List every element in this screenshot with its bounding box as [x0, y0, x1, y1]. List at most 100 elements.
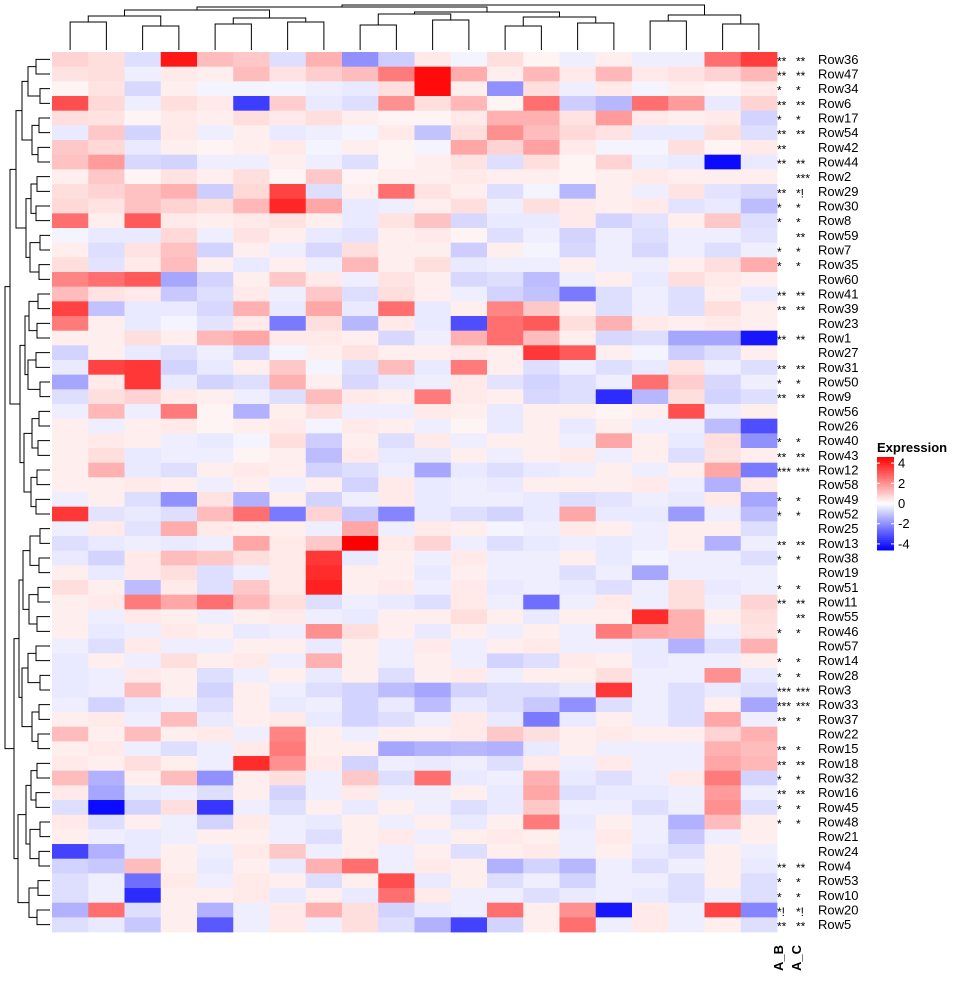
colorbar-segment — [877, 513, 894, 517]
heatmap-cell — [52, 66, 89, 82]
heatmap-cell — [88, 594, 125, 610]
heatmap-cell — [233, 360, 270, 376]
heatmap-cell — [523, 198, 560, 214]
heatmap-cell — [523, 521, 560, 537]
annotation-a-c: * — [796, 553, 801, 567]
heatmap-cell — [305, 814, 343, 830]
heatmap-cell — [342, 888, 379, 904]
heatmap-cell — [305, 492, 343, 508]
heatmap-cell — [197, 213, 234, 229]
heatmap-cell — [559, 741, 597, 757]
annotation-a-c: ** — [796, 362, 806, 376]
heatmap-cell — [595, 477, 633, 493]
heatmap-cell — [740, 902, 778, 918]
heatmap-cell — [487, 169, 524, 185]
heatmap-cell — [305, 917, 343, 933]
heatmap-cell — [342, 858, 379, 874]
heatmap-cell — [668, 638, 705, 654]
annotation-a-b: ** — [777, 54, 787, 68]
heatmap-cell — [233, 66, 270, 82]
heatmap-cell — [88, 550, 125, 566]
dendrogram-branch — [37, 440, 50, 456]
heatmap-cell — [559, 726, 597, 742]
heatmap-cell — [414, 418, 452, 434]
row-label: Row11 — [818, 595, 858, 610]
heatmap-cell — [414, 242, 452, 258]
row-label: Row40 — [818, 433, 858, 448]
heatmap-cell — [523, 682, 560, 698]
heatmap-cell — [414, 565, 452, 581]
heatmap-cell — [414, 858, 452, 874]
heatmap-cell — [52, 433, 89, 449]
row-label: Row60 — [818, 272, 858, 287]
heatmap-cell — [632, 272, 669, 288]
dendrogram-branch — [39, 381, 50, 398]
dendrogram-branch — [359, 24, 397, 50]
heatmap-cell — [487, 184, 524, 200]
heatmap-cell — [342, 580, 379, 596]
heatmap-cell — [740, 418, 778, 434]
heatmap-cell — [52, 110, 89, 126]
heatmap-cell — [523, 477, 560, 493]
heatmap-cell — [160, 110, 198, 126]
heatmap-cell — [160, 888, 198, 904]
annotation-a-c: ** — [796, 289, 806, 303]
heatmap-cell — [523, 668, 560, 684]
heatmap-cell — [197, 198, 234, 214]
heatmap-cell — [160, 609, 198, 625]
heatmap-cell — [342, 917, 379, 933]
annotation-a-c: * — [796, 744, 801, 758]
heatmap-cell — [305, 345, 343, 361]
heatmap-cell — [378, 448, 415, 464]
annotation-a-c: ** — [796, 333, 806, 347]
heatmap-cell — [88, 697, 125, 713]
heatmap-cell — [233, 638, 270, 654]
heatmap-cell — [52, 917, 89, 933]
annotation-a-c: ** — [796, 597, 806, 611]
colorbar-segment — [877, 533, 894, 537]
heatmap-cell — [704, 653, 742, 669]
heatmap-cell — [269, 213, 307, 229]
heatmap-cell — [52, 389, 89, 405]
heatmap-cell — [740, 433, 778, 449]
heatmap-cell — [378, 902, 415, 918]
heatmap-cell — [487, 682, 524, 698]
heatmap-cell — [88, 844, 125, 860]
heatmap-cell — [269, 286, 307, 302]
heatmap-cell — [378, 389, 415, 405]
heatmap-cell — [414, 345, 452, 361]
heatmap-cell — [160, 536, 198, 552]
heatmap-cell — [632, 756, 669, 772]
heatmap-cell — [523, 242, 560, 258]
heatmap-cell — [740, 154, 778, 170]
heatmap-cell — [160, 184, 198, 200]
heatmap-cell — [124, 154, 162, 170]
heatmap-cell — [269, 492, 307, 508]
annotation-a-b: ** — [777, 861, 787, 875]
annotation-a-c: ** — [796, 758, 806, 772]
heatmap-cell — [559, 829, 597, 845]
heatmap-cell — [523, 374, 560, 390]
heatmap-cell — [487, 829, 524, 845]
heatmap-cell — [632, 169, 669, 185]
heatmap-cell — [523, 565, 560, 581]
heatmap-cell — [487, 433, 524, 449]
annotation-a-b: * — [777, 245, 782, 259]
annotation-a-b: ** — [777, 744, 787, 758]
heatmap-cell — [523, 785, 560, 801]
heatmap-cell — [233, 785, 270, 801]
heatmap-cell — [487, 756, 524, 772]
row-label: Row26 — [818, 419, 858, 434]
heatmap-cell — [559, 198, 597, 214]
heatmap-cell — [305, 360, 343, 376]
heatmap-cell — [88, 81, 125, 97]
heatmap-cell — [523, 726, 560, 742]
heatmap-cell — [450, 697, 488, 713]
heatmap-cell — [197, 638, 234, 654]
heatmap-cell — [704, 125, 742, 141]
heatmap-cell — [450, 814, 488, 830]
heatmap-cell — [414, 301, 452, 317]
heatmap-cell — [124, 800, 162, 816]
heatmap-cell — [52, 492, 89, 508]
heatmap-cell — [704, 785, 742, 801]
